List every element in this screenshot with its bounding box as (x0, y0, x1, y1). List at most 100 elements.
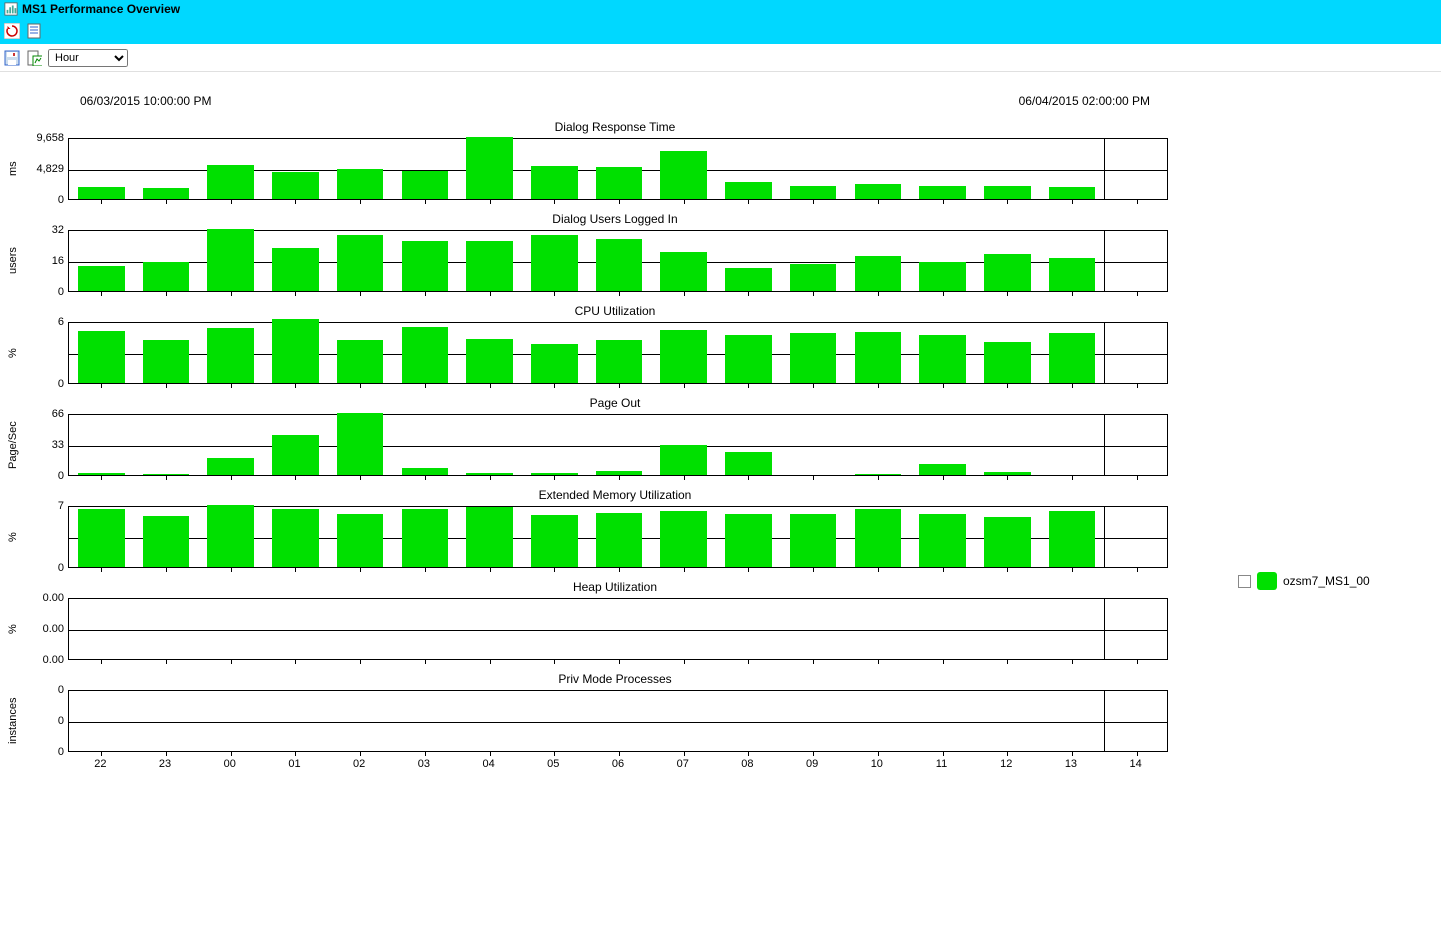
bar (143, 262, 190, 291)
y-ticks: 32160 (26, 230, 68, 292)
legend-column: ozsm7_MS1_00 (1230, 72, 1370, 772)
x-tick-label: 05 (547, 758, 559, 770)
y-tick-label: 9,658 (36, 132, 64, 144)
bar (466, 137, 513, 199)
y-tick-label: 0 (58, 378, 64, 390)
bar (855, 509, 902, 567)
chart-dialog_users: Dialog Users Logged Inusers32160 (0, 206, 1230, 292)
app-icon (4, 2, 18, 16)
y-ticks: 70 (26, 506, 68, 568)
chart-title: CPU Utilization (0, 298, 1230, 322)
save-icon[interactable] (4, 50, 20, 66)
bar (725, 182, 772, 199)
y-tick-label: 0.00 (43, 623, 64, 635)
bar (660, 445, 707, 475)
bar (790, 264, 837, 291)
y-axis-label: % (0, 598, 26, 660)
y-axis-label: users (0, 230, 26, 292)
x-tick-label: 00 (224, 758, 236, 770)
bar (207, 328, 254, 383)
bar (337, 235, 384, 291)
bar (1049, 187, 1096, 199)
bar (790, 186, 837, 199)
bar (984, 186, 1031, 199)
chart-title: Dialog Users Logged In (0, 206, 1230, 230)
x-tick-label: 11 (936, 758, 947, 770)
bar (207, 505, 254, 567)
export-icon[interactable] (26, 50, 42, 66)
bar (1049, 258, 1096, 291)
y-tick-label: 4,829 (36, 163, 64, 175)
y-tick-label: 0.00 (43, 592, 64, 604)
bar (143, 516, 190, 567)
bar (984, 517, 1031, 567)
y-ticks: 0.000.000.00 (26, 598, 68, 660)
toolbar-row-2: Hour (0, 44, 1441, 72)
bar (919, 464, 966, 475)
legend-checkbox[interactable] (1238, 575, 1251, 588)
y-axis-label: Page/Sec (0, 414, 26, 476)
bar (855, 332, 902, 383)
bar (531, 344, 578, 383)
x-tick-label: 23 (159, 758, 171, 770)
bar (78, 266, 125, 291)
bar (466, 339, 513, 383)
bar (596, 239, 643, 291)
bar (272, 248, 319, 291)
chart-dialog_response: Dialog Response Timems9,6584,8290 (0, 114, 1230, 200)
bar (531, 166, 578, 199)
chart-heap_util: Heap Utilization%0.000.000.00 (0, 574, 1230, 660)
chart-title: Extended Memory Utilization (0, 482, 1230, 506)
bar (207, 458, 254, 475)
bar (207, 229, 254, 291)
y-tick-label: 0 (58, 746, 64, 758)
bar (78, 509, 125, 567)
bar (984, 254, 1031, 291)
plot-area (68, 138, 1168, 200)
chart-title: Dialog Response Time (0, 114, 1230, 138)
x-tick-label: 22 (94, 758, 106, 770)
chart-title: Priv Mode Processes (0, 666, 1230, 690)
bar (402, 468, 449, 476)
legend-item[interactable]: ozsm7_MS1_00 (1238, 572, 1370, 590)
bar (919, 514, 966, 567)
y-axis-label: ms (0, 138, 26, 200)
x-tick-label: 03 (418, 758, 430, 770)
time-granularity-select[interactable]: Hour (48, 49, 128, 67)
bar (660, 151, 707, 199)
bar (337, 169, 384, 199)
plot-area (68, 506, 1168, 568)
bar (855, 256, 902, 291)
bar (1049, 511, 1096, 567)
y-ticks: 66330 (26, 414, 68, 476)
plot-area (68, 598, 1168, 660)
bar (1049, 333, 1096, 383)
bar (143, 188, 190, 199)
x-tick-label: 13 (1065, 758, 1077, 770)
y-tick-label: 0 (58, 715, 64, 727)
date-end: 06/04/2015 02:00:00 PM (1019, 94, 1150, 108)
y-axis-label: % (0, 506, 26, 568)
chart-ext_mem: Extended Memory Utilization%70 (0, 482, 1230, 568)
y-tick-label: 0 (58, 684, 64, 696)
y-tick-label: 33 (52, 439, 64, 451)
properties-icon[interactable] (26, 23, 42, 39)
bar (466, 241, 513, 291)
bar (725, 514, 772, 567)
y-tick-label: 0 (58, 194, 64, 206)
chart-page_out: Page OutPage/Sec66330 (0, 390, 1230, 476)
bar (984, 342, 1031, 383)
x-tick-label: 06 (612, 758, 624, 770)
x-tick-label: 02 (353, 758, 365, 770)
y-axis-label: % (0, 322, 26, 384)
legend-label: ozsm7_MS1_00 (1283, 574, 1370, 588)
bar (272, 172, 319, 199)
main-content: 06/03/2015 10:00:00 PM 06/04/2015 02:00:… (0, 72, 1441, 772)
bar (402, 327, 449, 383)
y-tick-label: 0.00 (43, 654, 64, 666)
x-tick-label: 08 (741, 758, 753, 770)
bar (78, 187, 125, 199)
chart-title: Page Out (0, 390, 1230, 414)
refresh-icon[interactable] (4, 23, 20, 39)
y-ticks: 9,6584,8290 (26, 138, 68, 200)
